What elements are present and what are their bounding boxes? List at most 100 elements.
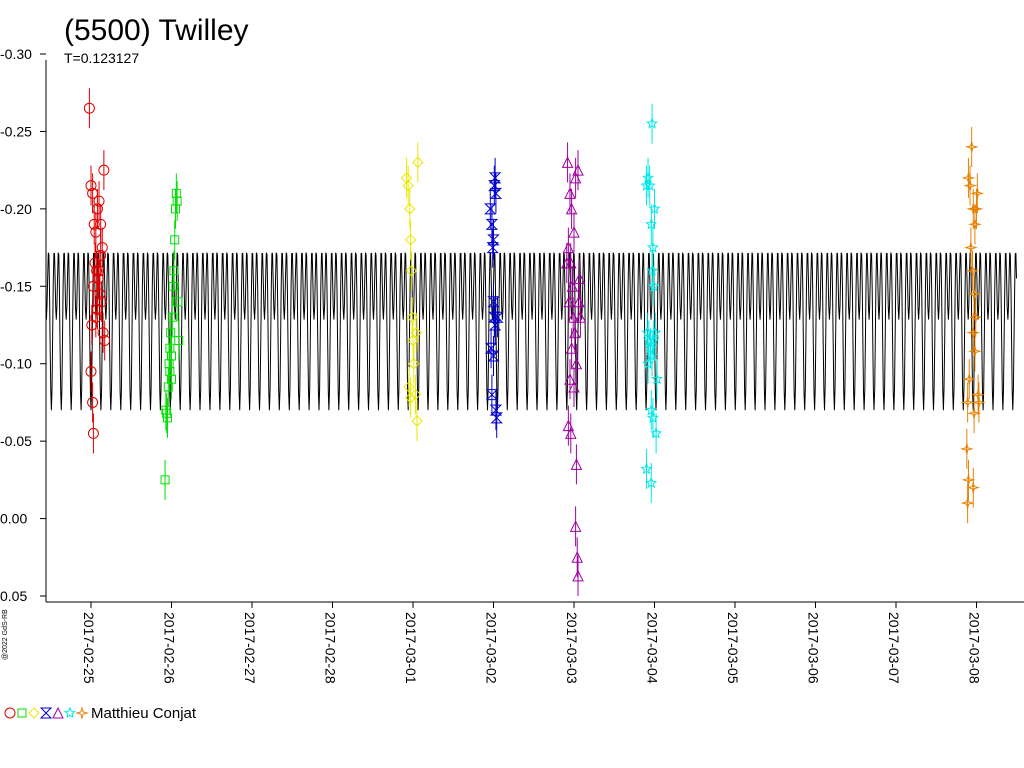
data-point: [489, 404, 503, 416]
data-point: [573, 272, 586, 285]
data-point: [645, 217, 658, 230]
data-point: [95, 249, 107, 261]
data-point: [963, 240, 978, 255]
data-point: [968, 310, 983, 325]
data-point: [646, 241, 659, 253]
data-point: [959, 441, 974, 456]
data-point: [92, 273, 104, 285]
chart-subtitle: T=0.123127: [64, 50, 139, 66]
data-point: [83, 102, 95, 114]
data-point: [486, 242, 499, 254]
data-point: [565, 342, 578, 354]
data-point: [489, 187, 503, 199]
data-point: [490, 412, 503, 424]
data-point: [412, 156, 424, 169]
data-point: [168, 281, 178, 291]
data-point: [572, 569, 584, 582]
data-point: [172, 196, 182, 206]
model-curve: [45, 252, 1017, 411]
legend-marker-circle: [4, 707, 16, 719]
data-point: [85, 180, 97, 192]
x-tick-label: 2017-03-07: [886, 612, 902, 684]
data-point: [167, 351, 176, 361]
chart-title: (5500) Twilley: [64, 14, 249, 47]
data-point: [646, 411, 659, 424]
data-point: [967, 287, 982, 301]
data-point: [642, 357, 655, 369]
data-point: [647, 334, 660, 346]
data-point: [488, 319, 502, 331]
x-tick-label: 2017-03-02: [484, 612, 500, 684]
y-tick-label: -0.15: [0, 278, 32, 294]
data-point: [573, 295, 585, 308]
data-point: [87, 187, 99, 199]
data-point: [404, 203, 416, 215]
data-point: [570, 357, 583, 370]
legend-markers: [4, 706, 89, 720]
data-point: [98, 164, 110, 176]
data-point: [646, 349, 659, 362]
data-point: [402, 179, 414, 192]
data-point: [407, 334, 419, 347]
series-star: [640, 103, 663, 503]
legend-marker-four-point-star: [75, 706, 89, 720]
series-triangle: [560, 142, 587, 596]
data-point: [569, 520, 582, 532]
data-point: [570, 458, 583, 470]
data-point: [485, 218, 499, 230]
data-point: [406, 311, 418, 323]
data-point: [173, 297, 183, 307]
data-point: [572, 164, 584, 176]
y-ticks: -0.30 -0.25 -0.20 -0.15 -0.10 -0.05 0.00 0.05: [0, 46, 46, 604]
data-point: [564, 373, 576, 385]
data-point: [966, 325, 981, 340]
data-point: [562, 241, 575, 254]
data-point: [960, 395, 975, 410]
data-point: [162, 413, 172, 423]
data-point: [93, 265, 105, 277]
data-point: [169, 266, 179, 276]
data-point: [642, 171, 655, 183]
data-point: [647, 279, 660, 292]
series-diamond: [400, 142, 424, 442]
data-point: [96, 242, 108, 254]
data-point: [970, 186, 985, 201]
data-point: [160, 475, 170, 485]
data-point: [405, 265, 418, 277]
data-point: [403, 381, 415, 393]
data-point: [560, 256, 573, 269]
data-point: [87, 280, 99, 292]
data-point: [963, 178, 978, 193]
data-point: [961, 472, 976, 487]
data-point: [93, 195, 105, 207]
data-point: [566, 280, 579, 292]
data-point: [488, 180, 501, 192]
data-point: [967, 406, 982, 421]
y-tick-label: -0.05: [0, 433, 32, 449]
x-tick-label: 2017-02-25: [81, 612, 97, 684]
data-point: [564, 427, 577, 439]
data-point: [165, 366, 175, 376]
legend: Matthieu Conjat: [4, 705, 197, 722]
y-tick-label: -0.25: [0, 123, 32, 139]
data-point: [95, 218, 107, 230]
data-point: [488, 172, 502, 184]
data-point: [411, 415, 423, 427]
data-point: [484, 203, 497, 215]
x-tick-label: 2017-03-04: [645, 612, 661, 684]
data-point: [174, 335, 184, 345]
data-point: [487, 234, 500, 246]
data-point: [644, 341, 657, 354]
data-point: [404, 392, 417, 404]
y-tick-label: -0.20: [0, 201, 32, 217]
legend-marker-hourglass: [39, 707, 53, 719]
series-square: [160, 173, 184, 500]
data-point: [410, 327, 422, 339]
data-point: [170, 235, 180, 245]
data-point: [645, 476, 658, 489]
data-point: [485, 389, 499, 401]
data-point: [408, 358, 420, 370]
x-tick-label: 2017-02-26: [162, 612, 178, 684]
data-point: [962, 372, 977, 387]
